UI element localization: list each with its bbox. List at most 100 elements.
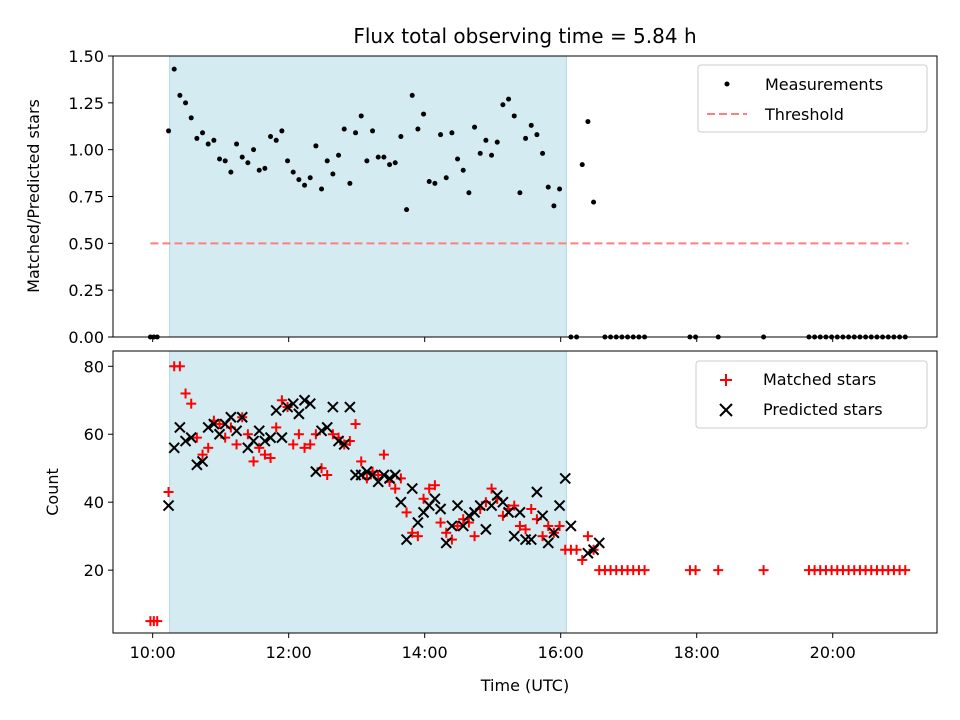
matched-star-point: [441, 527, 452, 538]
predicted-star-point-b: [542, 537, 554, 549]
predicted-star-point-b: [304, 397, 316, 410]
predicted-star-point: [400, 533, 413, 546]
predicted-star-point-b: [446, 520, 458, 532]
predicted-star-point-b: [174, 421, 186, 434]
predicted-star-point-b: [485, 499, 498, 512]
bottom-x-ticks: 10:00 12:00 14:00 16:00 18:00 20:00: [130, 633, 856, 662]
predicted-star-point-b: [298, 394, 311, 406]
measurement-point: [319, 186, 325, 192]
predicted-star-point-b: [389, 469, 401, 481]
matched-star-point: [174, 361, 185, 372]
legend-matched-label: Matched stars: [763, 370, 876, 389]
measurement-point: [438, 132, 444, 138]
predicted-star-point-b: [355, 469, 367, 481]
predicted-star-point-b: [208, 418, 220, 430]
predicted-star-point-b: [378, 469, 390, 481]
predicted-star-point: [565, 520, 577, 532]
matched-star-point: [152, 616, 163, 627]
top-shaded-region: [169, 55, 567, 338]
matched-star-point: [356, 456, 367, 467]
bottom-x-tick-label: 14:00: [402, 643, 448, 662]
top-y-tick-label: 0.75: [68, 188, 104, 207]
measurement-point: [375, 154, 381, 160]
matched-star-point: [554, 520, 565, 531]
predicted-star-point-b: [553, 499, 566, 512]
measurement-point: [591, 199, 597, 205]
measurement-point: [364, 158, 370, 164]
predicted-star-point: [531, 486, 543, 498]
measurement-point: [523, 135, 529, 141]
predicted-star-point-b: [225, 411, 237, 423]
predicted-star-point: [542, 537, 554, 549]
matched-star-point: [435, 517, 446, 528]
matched-star-point: [401, 507, 412, 518]
bottom-x-tick-label: 12:00: [266, 643, 312, 662]
predicted-star-point-b: [474, 499, 486, 512]
predicted-star-point-b: [264, 431, 277, 444]
top-y-tick-label: 1.00: [68, 141, 104, 160]
predicted-star-point: [395, 496, 407, 508]
predicted-star-point-b: [582, 547, 594, 559]
measurement-point: [483, 137, 489, 143]
matched-star-point: [186, 398, 197, 409]
matched-star-point: [231, 439, 242, 450]
matched-star-point: [690, 565, 701, 576]
top-legend: Measurements Threshold: [697, 64, 928, 133]
measurement-point: [256, 167, 262, 173]
measurement-point: [506, 96, 512, 102]
predicted-star-point-b: [281, 401, 294, 413]
measurement-point: [517, 190, 523, 196]
top-y-tick-label: 0.25: [68, 281, 104, 300]
predicted-star-point-b: [344, 401, 356, 413]
measurement-point: [211, 137, 217, 143]
predicted-star-point-b: [276, 431, 288, 444]
predicted-star-point-b: [338, 438, 350, 451]
matched-star-point: [582, 531, 593, 542]
x-axis-label: Time (UTC): [480, 676, 569, 695]
predicted-star-point: [310, 465, 322, 478]
predicted-star-point-b: [440, 537, 452, 549]
measurement-point: [392, 160, 398, 166]
measurement-point: [426, 179, 432, 185]
measurement-point: [421, 111, 427, 117]
matched-star-point: [520, 524, 531, 535]
legend-matched-marker: [720, 374, 732, 386]
matched-star-point: [424, 483, 435, 494]
predicted-star-point: [185, 431, 197, 444]
matched-star-point: [514, 520, 525, 531]
measurement-point: [432, 180, 438, 186]
measurement-point: [387, 162, 393, 168]
predicted-star-point: [412, 516, 424, 529]
predicted-star-point-b: [502, 506, 515, 519]
matched-star-point: [299, 442, 310, 453]
measurement-point: [262, 165, 268, 171]
matched-star-point: [378, 449, 389, 460]
bottom-x-tick-label: 18:00: [674, 643, 720, 662]
measurement-point: [358, 113, 364, 119]
measurement-point: [347, 180, 353, 186]
predicted-star-point: [196, 455, 209, 468]
predicted-star-point: [514, 506, 526, 519]
predicted-star-point: [281, 401, 294, 413]
predicted-star-point: [378, 469, 390, 481]
measurement-point: [177, 92, 183, 98]
top-y-tick-label: 0.50: [68, 234, 104, 253]
matched-star-point: [242, 429, 253, 440]
predicted-star-point: [253, 425, 265, 437]
matched-star-point: [571, 544, 582, 555]
measurement-point: [222, 158, 228, 164]
measurement-point: [341, 126, 347, 132]
measurement-point: [466, 190, 472, 196]
measurement-point: [251, 147, 257, 153]
predicted-star-point: [502, 506, 515, 519]
bottom-x-tick-label: 16:00: [538, 643, 584, 662]
measurement-point: [279, 128, 285, 134]
predicted-star-point-b: [310, 465, 322, 478]
predicted-star-point: [480, 523, 492, 536]
predicted-star-point-b: [253, 425, 265, 437]
predicted-star-point-b: [287, 397, 299, 410]
measurement-point: [228, 169, 234, 175]
predicted-star-point-b: [491, 489, 503, 502]
predicted-star-point: [259, 435, 271, 447]
predicted-star-point: [179, 435, 192, 447]
